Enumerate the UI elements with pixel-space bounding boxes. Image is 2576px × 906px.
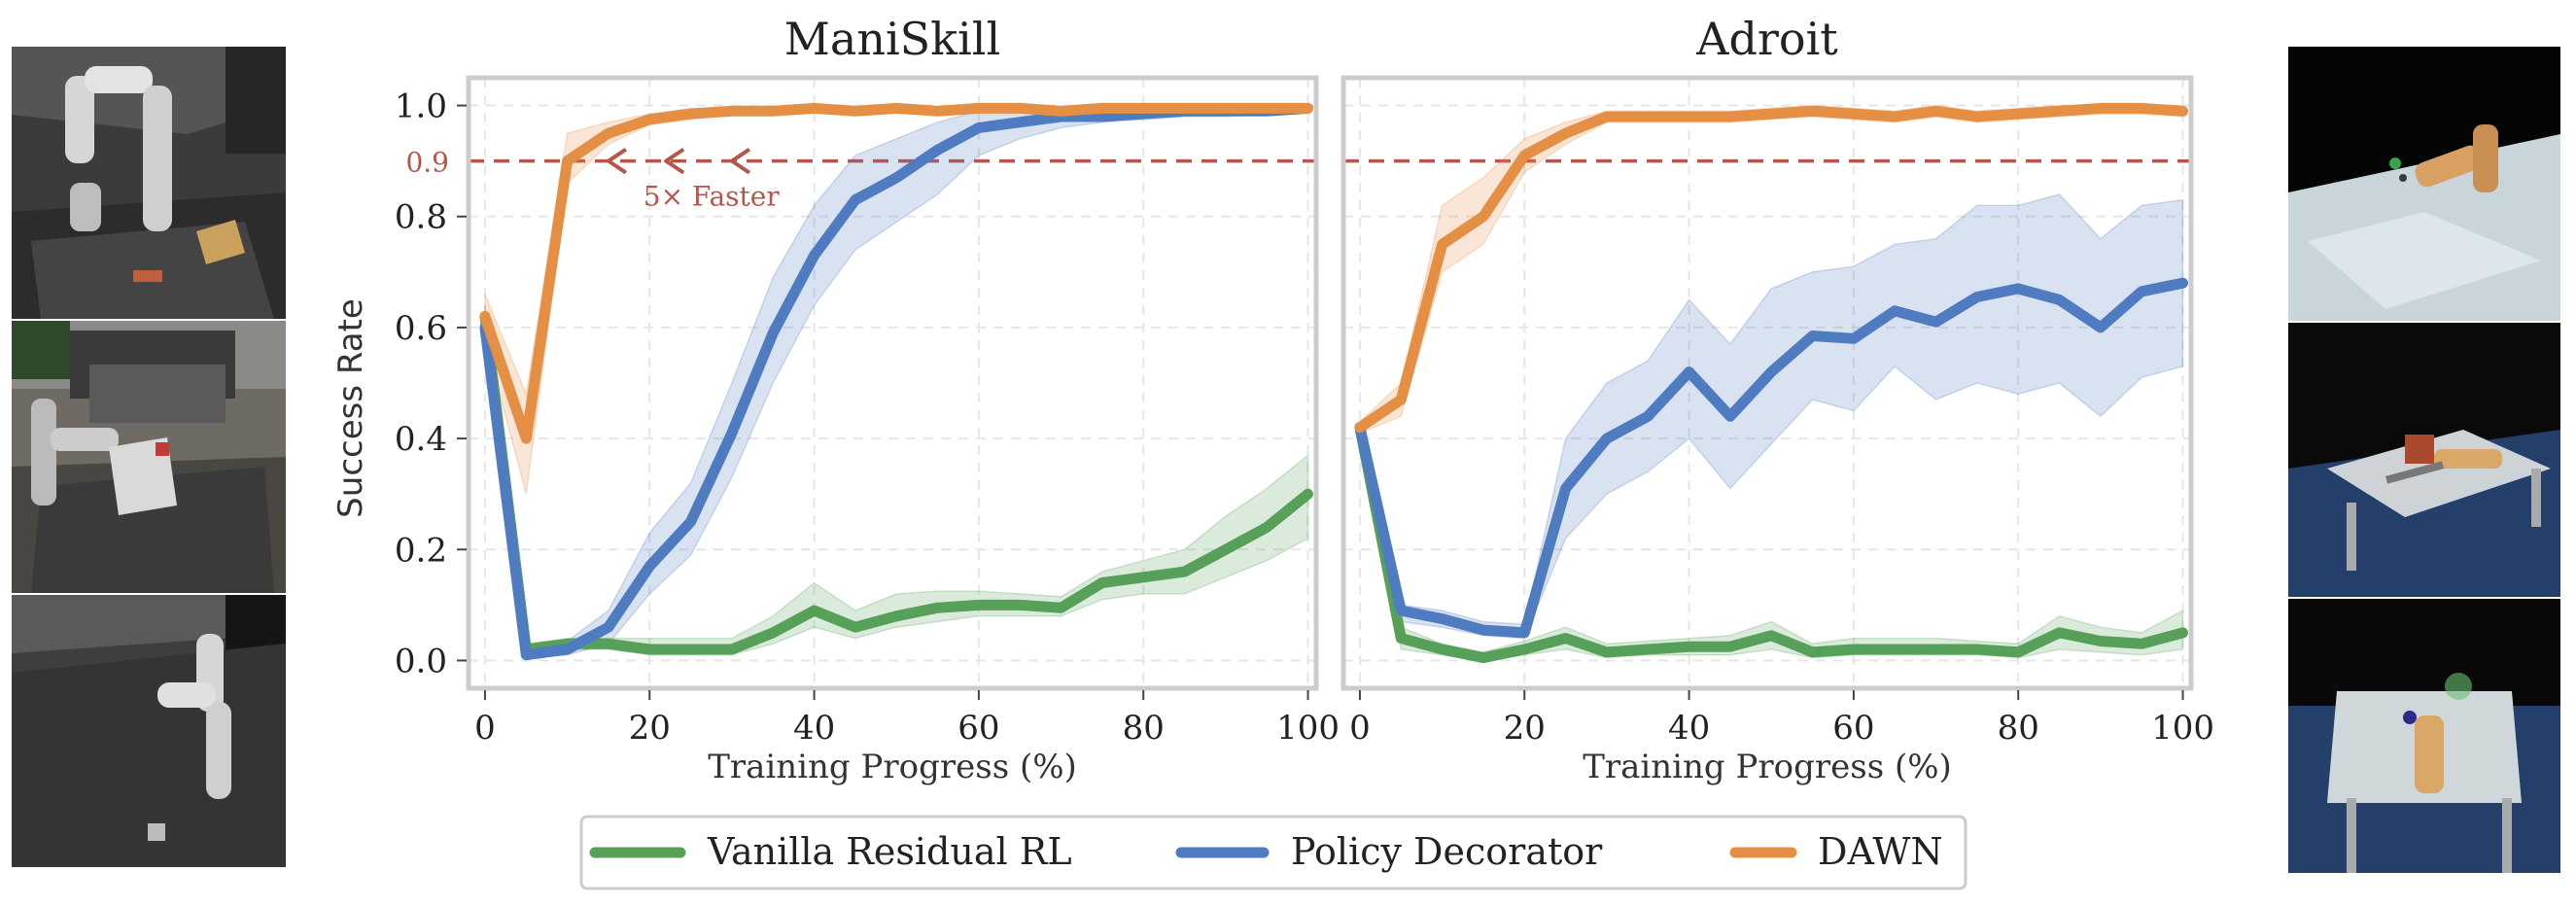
thumbnail-robot-arm-cube bbox=[12, 47, 286, 319]
y-tick-label: 0.6 bbox=[395, 309, 447, 348]
legend-item-vanilla-residual-rl: Vanilla Residual RL bbox=[589, 830, 1072, 873]
plot-frame bbox=[466, 75, 1319, 691]
x-axis-label: Training Progress (%) bbox=[708, 748, 1077, 786]
y-tick-label: 1.0 bbox=[395, 87, 447, 126]
legend-item-dawn: DAWN bbox=[1729, 830, 1943, 873]
thumbnail-robot-arm-floor bbox=[12, 595, 286, 867]
x-axis-label: Training Progress (%) bbox=[1583, 748, 1952, 786]
thumbnail-dexterous-hand-ball bbox=[2288, 599, 2560, 873]
y-tick-label: 0.8 bbox=[395, 198, 447, 237]
x-tick-label: 60 bbox=[1832, 709, 1874, 748]
x-tick-label: 100 bbox=[2151, 709, 2214, 748]
y-axis-label: Success Rate bbox=[331, 298, 370, 518]
series-line-decorator bbox=[1354, 277, 2188, 639]
x-tick-label: 80 bbox=[1123, 709, 1165, 748]
thumbnail-dexterous-hand-marble bbox=[2288, 47, 2560, 321]
legend-label-decorator: Policy Decorator bbox=[1291, 830, 1603, 873]
thumbnail-dexterous-hand-hammer bbox=[2288, 323, 2560, 597]
thumbnail-robot-arm-bedroom bbox=[12, 321, 286, 593]
x-tick-label: 80 bbox=[1998, 709, 2039, 748]
legend-label-vanilla: Vanilla Residual RL bbox=[707, 830, 1072, 873]
x-tick-label: 20 bbox=[1504, 709, 1546, 748]
legend: Vanilla Residual RL Policy Decorator DAW… bbox=[579, 815, 1967, 890]
legend-label-dawn: DAWN bbox=[1818, 830, 1943, 873]
band-vanilla bbox=[484, 305, 1309, 656]
x-tick-label: 60 bbox=[957, 709, 999, 748]
y-tick-label: 0.0 bbox=[395, 642, 447, 680]
x-tick-label: 0 bbox=[1349, 709, 1371, 748]
plot-frame bbox=[1340, 75, 2194, 691]
chart-title: Adroit bbox=[1695, 13, 1838, 65]
band-decorator bbox=[1359, 193, 2184, 640]
series-line-vanilla bbox=[479, 311, 1313, 655]
series-line-vanilla bbox=[1354, 422, 2188, 664]
x-tick-label: 40 bbox=[1668, 709, 1710, 748]
chart-adroit: 0 20 40 60 80 100 Adroit Training Progress (%) bbox=[1340, 13, 2214, 786]
speedup-label: 5× Faster bbox=[644, 181, 781, 213]
chart-title: ManiSkill bbox=[784, 13, 1000, 65]
x-tick-label: 0 bbox=[474, 709, 496, 748]
x-tick-label: 40 bbox=[793, 709, 835, 748]
y-tick-label: 0.4 bbox=[395, 420, 447, 459]
y-tick-label: 0.2 bbox=[395, 531, 447, 570]
legend-item-policy-decorator: Policy Decorator bbox=[1175, 830, 1603, 873]
speedup-arrow-head bbox=[729, 147, 751, 175]
x-tick-label: 100 bbox=[1276, 709, 1340, 748]
chart-maniskill: 0 20 40 60 80 100 0.0 0.2 0.4 0.6 0.8 1.0 ManiSkill T… bbox=[395, 13, 1340, 786]
series-line-dawn bbox=[479, 102, 1313, 444]
speedup-arrow-head bbox=[664, 147, 685, 175]
threshold-label: 0.9 bbox=[405, 147, 449, 179]
x-tick-label: 20 bbox=[629, 709, 671, 748]
speedup-arrow-head bbox=[606, 147, 628, 175]
series-line-dawn bbox=[1354, 102, 2188, 434]
